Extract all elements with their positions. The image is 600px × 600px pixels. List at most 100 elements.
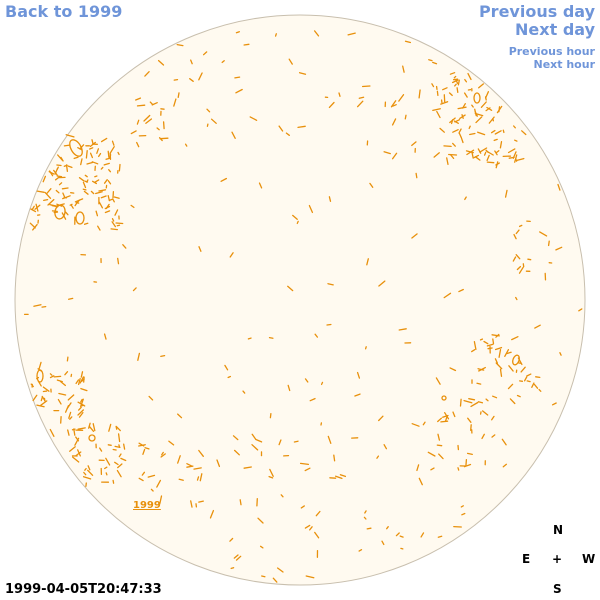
contour-speck bbox=[189, 78, 194, 82]
contour-speck bbox=[437, 535, 443, 538]
contour-speck bbox=[514, 139, 518, 142]
contour-speck bbox=[490, 129, 496, 134]
contour-speck bbox=[520, 366, 526, 373]
previous-hour-link[interactable]: Previous hour bbox=[508, 45, 595, 58]
contour-speck bbox=[160, 453, 166, 458]
contour-speck bbox=[292, 214, 298, 220]
contour-speck bbox=[75, 379, 80, 385]
contour-speck bbox=[509, 398, 516, 405]
contour-speck bbox=[75, 451, 82, 457]
contour-speck bbox=[157, 59, 165, 66]
contour-speck bbox=[41, 305, 47, 308]
contour-speck bbox=[198, 500, 204, 503]
contour-speck bbox=[116, 469, 122, 478]
previous-day-link[interactable]: Previous day bbox=[478, 2, 595, 21]
contour-speck bbox=[38, 361, 42, 370]
contour-speck bbox=[486, 161, 495, 164]
solar-disk bbox=[14, 14, 586, 586]
contour-speck bbox=[513, 125, 516, 129]
contour-speck bbox=[242, 390, 246, 394]
contour-speck bbox=[136, 141, 140, 148]
contour-speck bbox=[516, 394, 521, 398]
contour-speck bbox=[395, 532, 400, 537]
contour-speck bbox=[35, 203, 39, 212]
contour-speck bbox=[104, 210, 111, 214]
contour-speck bbox=[398, 328, 407, 331]
contour-speck bbox=[159, 137, 169, 140]
magnetogram-contours bbox=[23, 30, 583, 583]
next-day-link[interactable]: Next day bbox=[515, 20, 595, 39]
contour-speck bbox=[103, 179, 108, 184]
contour-speck bbox=[493, 138, 498, 142]
contour-speck bbox=[499, 141, 503, 149]
contour-speck bbox=[297, 125, 306, 129]
contour-speck bbox=[94, 179, 100, 183]
contour-speck bbox=[502, 463, 508, 468]
contour-speck bbox=[251, 444, 259, 451]
year-link-1999[interactable]: 1999 bbox=[133, 500, 161, 511]
compass-center: + bbox=[552, 552, 563, 566]
contour-speck bbox=[404, 114, 407, 120]
contour-speck bbox=[108, 423, 112, 432]
contour-speck bbox=[492, 338, 495, 345]
contour-speck bbox=[130, 130, 137, 135]
contour-speck bbox=[418, 477, 423, 486]
contour-speck bbox=[391, 152, 398, 160]
contour-speck bbox=[83, 471, 87, 476]
contour-speck bbox=[232, 435, 239, 441]
contour-speck bbox=[91, 161, 99, 165]
contour-speck bbox=[150, 488, 154, 492]
contour-speck bbox=[117, 151, 120, 156]
contour-speck bbox=[235, 555, 242, 561]
contour-speck bbox=[309, 526, 313, 531]
contour-speck bbox=[328, 101, 335, 109]
contour-speck bbox=[422, 421, 426, 426]
contour-speck bbox=[42, 386, 50, 392]
contour-speck bbox=[461, 512, 466, 516]
contour-speck bbox=[63, 144, 71, 147]
contour-speck bbox=[243, 43, 250, 46]
contour-speck bbox=[456, 87, 459, 94]
contour-speck bbox=[81, 378, 85, 382]
contour-speck bbox=[141, 471, 146, 476]
contour-speck bbox=[82, 476, 92, 480]
next-hour-link[interactable]: Next hour bbox=[533, 58, 596, 71]
contour-speck bbox=[99, 447, 103, 452]
contour-speck bbox=[249, 116, 258, 121]
contour-speck bbox=[95, 191, 103, 195]
contour-speck bbox=[56, 175, 63, 178]
contour-speck bbox=[475, 116, 483, 124]
contour-speck bbox=[470, 401, 479, 408]
contour-speck bbox=[515, 296, 518, 301]
contour-speck bbox=[506, 351, 512, 355]
contour-loop bbox=[512, 354, 520, 366]
contour-speck bbox=[492, 118, 495, 122]
contour-speck bbox=[82, 188, 87, 191]
contour-speck bbox=[327, 435, 332, 444]
contour-speck bbox=[276, 567, 284, 573]
contour-speck bbox=[251, 433, 257, 440]
contour-speck bbox=[494, 130, 502, 135]
contour-speck bbox=[333, 454, 336, 462]
contour-speck bbox=[494, 346, 503, 351]
contour-speck bbox=[199, 473, 203, 482]
contour-speck bbox=[476, 382, 482, 385]
contour-loop bbox=[473, 92, 481, 104]
contour-speck bbox=[440, 420, 449, 423]
contour-speck bbox=[72, 456, 80, 463]
back-to-year-link[interactable]: Back to 1999 bbox=[5, 2, 123, 21]
contour-speck bbox=[112, 448, 117, 451]
contour-speck bbox=[468, 398, 476, 401]
contour-speck bbox=[474, 156, 481, 161]
contour-speck bbox=[159, 495, 163, 505]
contour-speck bbox=[481, 433, 485, 440]
contour-speck bbox=[471, 104, 474, 108]
contour-speck bbox=[57, 398, 62, 405]
contour-speck bbox=[479, 147, 488, 153]
contour-speck bbox=[460, 137, 464, 144]
contour-loop bbox=[69, 139, 83, 157]
contour-speck bbox=[122, 244, 127, 249]
contour-speck bbox=[326, 323, 332, 326]
contour-speck bbox=[361, 85, 371, 88]
contour-speck bbox=[168, 440, 175, 446]
